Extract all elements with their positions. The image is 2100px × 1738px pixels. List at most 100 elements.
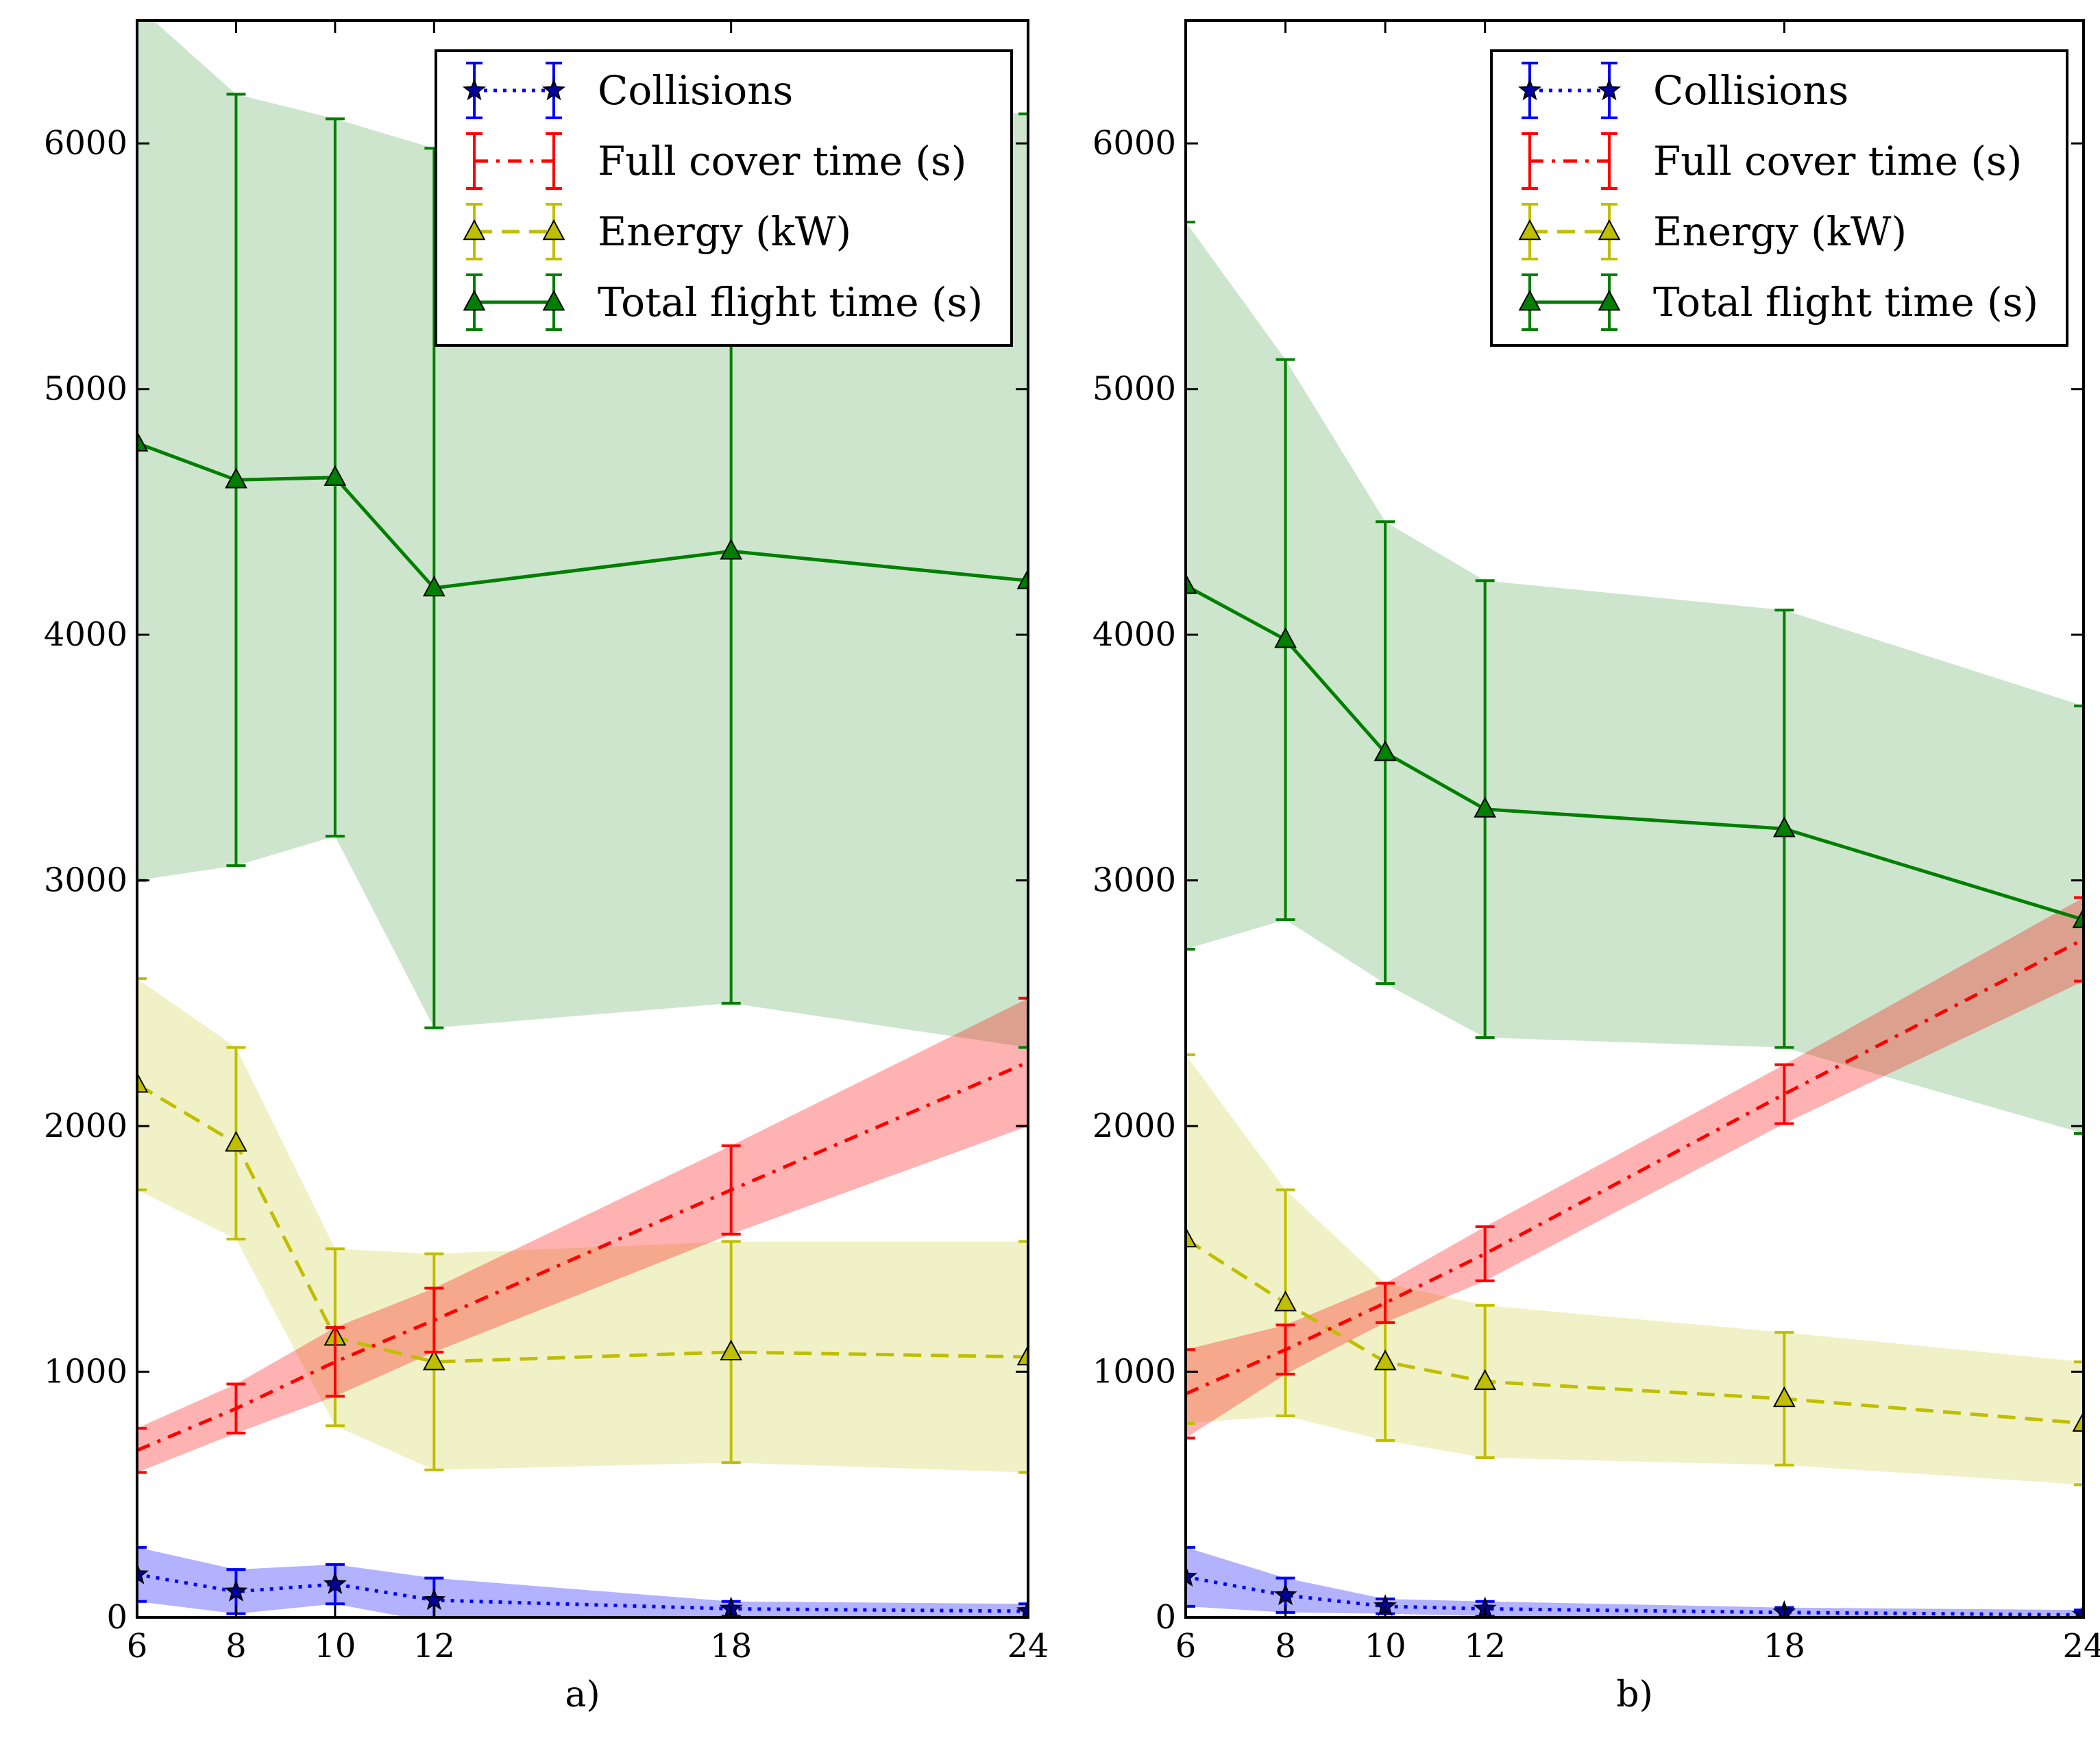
collisions-errorbar bbox=[1186, 1545, 1195, 1608]
legend-entry-full-cover-time-s: Full cover time (s) bbox=[1522, 132, 2022, 190]
energy-kw-point bbox=[1772, 1386, 1796, 1408]
total-flight-time-s-point bbox=[137, 430, 149, 452]
legend-marker bbox=[541, 78, 566, 101]
energy-kw-point bbox=[1373, 1349, 1397, 1371]
y-tick-label: 2000 bbox=[1092, 1107, 1176, 1145]
total-flight-time-s-band bbox=[1186, 221, 2084, 1134]
legend-marker bbox=[462, 78, 487, 101]
collisions-point bbox=[224, 1579, 248, 1602]
y-tick-label: 1000 bbox=[1092, 1353, 1176, 1391]
full-cover-time-s-errorbar bbox=[1376, 1282, 1395, 1324]
full-cover-time-s-errorbar bbox=[325, 1326, 345, 1398]
series-total-flight-time-s bbox=[1186, 220, 2084, 1135]
legend-box bbox=[435, 49, 1013, 347]
legend-label: Full cover time (s) bbox=[598, 138, 966, 184]
series-collisions bbox=[137, 1545, 1028, 1617]
energy-kw-point bbox=[1274, 1290, 1297, 1312]
legend-entry-collisions: Collisions bbox=[1517, 62, 1848, 119]
legend-marker bbox=[1518, 219, 1541, 241]
total-flight-time-s-point bbox=[1373, 740, 1397, 761]
energy-kw-point bbox=[720, 1339, 743, 1361]
legend-box bbox=[1490, 49, 2068, 347]
x-tick-label: 24 bbox=[1007, 1627, 1049, 1665]
full-cover-time-s-line bbox=[137, 1060, 1028, 1452]
legend-marker bbox=[542, 289, 565, 311]
panel-caption: b) bbox=[1616, 1674, 1653, 1715]
collisions-point bbox=[137, 1562, 149, 1584]
full-cover-time-s-band bbox=[137, 998, 1028, 1473]
total-flight-time-s-point bbox=[225, 467, 247, 489]
total-flight-time-s-point bbox=[1274, 627, 1297, 648]
collisions-point bbox=[1273, 1582, 1297, 1606]
collisions-point bbox=[323, 1571, 347, 1595]
legend-entry-total-flight-time-s: Total flight time (s) bbox=[1518, 273, 2038, 331]
full-cover-time-s-line bbox=[1186, 938, 2084, 1396]
total-flight-time-s-errorbar bbox=[2074, 705, 2084, 1135]
legend-label: Energy (kW) bbox=[1653, 208, 1907, 255]
x-tick-label: 10 bbox=[314, 1627, 356, 1665]
y-tick-label: 3000 bbox=[44, 861, 127, 900]
total-flight-time-s-point bbox=[422, 575, 445, 597]
full-cover-time-s-errorbar bbox=[1186, 1348, 1195, 1440]
legend-marker bbox=[1517, 78, 1542, 101]
y-tick-label: 0 bbox=[1155, 1598, 1176, 1637]
axes-frame bbox=[1184, 19, 2085, 1619]
legend-marker bbox=[1598, 289, 1621, 311]
series-energy-kw bbox=[1186, 1053, 2084, 1486]
energy-kw-point bbox=[1474, 1369, 1497, 1391]
total-flight-time-s-errorbar bbox=[1186, 220, 1195, 951]
total-flight-time-s-point bbox=[323, 465, 347, 486]
energy-kw-point bbox=[1186, 1226, 1197, 1248]
total-flight-time-s-point bbox=[1016, 568, 1028, 589]
total-flight-time-s-errorbar bbox=[1018, 112, 1028, 1049]
full-cover-time-s-errorbar bbox=[1774, 1063, 1794, 1125]
y-tick-label: 2000 bbox=[44, 1107, 127, 1145]
series-full-cover-time-s bbox=[1186, 896, 2084, 1440]
full-cover-time-s-errorbar bbox=[2074, 896, 2084, 983]
collisions-errorbar bbox=[137, 1545, 147, 1603]
legend-label: Collisions bbox=[598, 67, 793, 114]
y-tick-label: 6000 bbox=[1092, 124, 1176, 162]
x-tick-label: 18 bbox=[710, 1627, 752, 1665]
energy-kw-band bbox=[137, 979, 1028, 1473]
energy-kw-errorbar bbox=[2074, 1360, 2084, 1486]
collisions-line bbox=[1186, 1575, 2084, 1617]
collisions-errorbar bbox=[1018, 1602, 1028, 1617]
legend-label: Full cover time (s) bbox=[1653, 138, 2022, 184]
collisions-line bbox=[137, 1572, 1028, 1613]
total-flight-time-s-point bbox=[1474, 796, 1497, 818]
legend-marker bbox=[1518, 289, 1541, 311]
energy-kw-band bbox=[1186, 1055, 2084, 1485]
axes-frame bbox=[136, 19, 1029, 1619]
collisions-errorbar bbox=[2074, 1608, 2084, 1617]
x-tick-label: 10 bbox=[1365, 1627, 1406, 1665]
x-tick-label: 8 bbox=[225, 1627, 247, 1665]
x-tick-label: 18 bbox=[1763, 1627, 1805, 1665]
legend-marker bbox=[1598, 219, 1621, 241]
y-tick-label: 5000 bbox=[1092, 370, 1176, 408]
energy-kw-errorbar bbox=[1018, 1240, 1028, 1474]
series-full-cover-time-s bbox=[137, 996, 1028, 1474]
series-total-flight-time-s bbox=[137, 21, 1028, 1049]
legend-entry-energy-kw: Energy (kW) bbox=[1518, 203, 1907, 260]
panel-caption: a) bbox=[565, 1674, 600, 1715]
energy-kw-errorbar bbox=[137, 977, 147, 1192]
total-flight-time-s-point bbox=[2072, 907, 2084, 929]
y-tick-label: 4000 bbox=[1092, 615, 1176, 654]
panel-b: 0 1000 2000 3000 4000 5000 6000 6 8 10 12 18 24 b) Col… bbox=[1092, 19, 2100, 1715]
energy-kw-line bbox=[137, 1082, 1028, 1364]
legend-label: Collisions bbox=[1653, 67, 1848, 114]
energy-kw-line bbox=[1186, 1237, 2084, 1425]
legend-label: Total flight time (s) bbox=[598, 279, 983, 326]
energy-kw-point bbox=[137, 1072, 149, 1093]
total-flight-time-s-point bbox=[1186, 573, 1197, 594]
legend-entry-full-cover-time-s: Full cover time (s) bbox=[466, 132, 966, 190]
energy-kw-point bbox=[225, 1131, 247, 1152]
energy-kw-point bbox=[2072, 1410, 2084, 1432]
plot-area bbox=[1186, 220, 2084, 1617]
y-tick-label: 5000 bbox=[44, 370, 127, 408]
x-tick-label: 12 bbox=[1464, 1627, 1506, 1665]
y-tick-label: 0 bbox=[106, 1598, 127, 1637]
legend-entry-total-flight-time-s: Total flight time (s) bbox=[463, 273, 983, 331]
collisions-point bbox=[1016, 1599, 1028, 1617]
